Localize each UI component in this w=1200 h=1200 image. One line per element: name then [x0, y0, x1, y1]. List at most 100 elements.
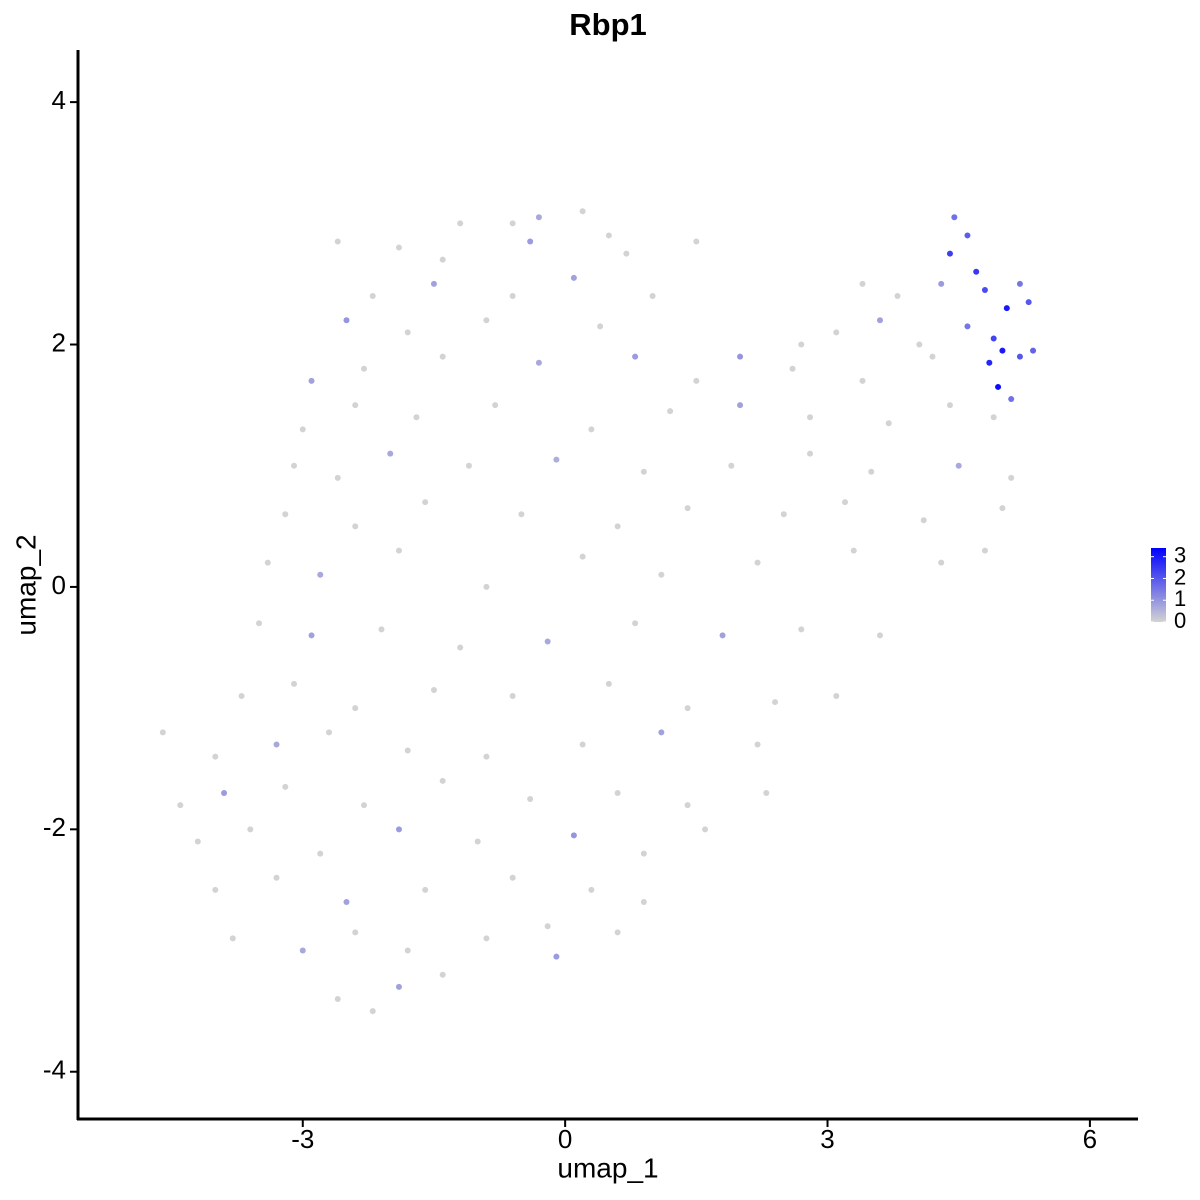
- point: [194, 838, 201, 845]
- point: [605, 680, 612, 687]
- point: [702, 826, 709, 833]
- point: [579, 553, 586, 560]
- point: [658, 571, 665, 578]
- point: [780, 511, 787, 518]
- point: [916, 341, 923, 348]
- point: [457, 644, 464, 651]
- point: [579, 741, 586, 748]
- point: [369, 293, 376, 300]
- point: [719, 632, 726, 639]
- point: [754, 559, 761, 566]
- point: [483, 753, 490, 760]
- point: [798, 341, 805, 348]
- point: [588, 886, 595, 893]
- point: [1025, 299, 1032, 306]
- point: [439, 256, 446, 263]
- point: [1003, 305, 1010, 312]
- point: [684, 505, 691, 512]
- colorbar-label: 2: [1174, 564, 1186, 589]
- point: [1016, 353, 1023, 360]
- point: [640, 850, 647, 857]
- point: [159, 729, 166, 736]
- point: [579, 208, 586, 215]
- point: [920, 517, 927, 524]
- point: [737, 353, 744, 360]
- point: [518, 511, 525, 518]
- point: [326, 729, 333, 736]
- point: [343, 317, 350, 324]
- point: [570, 832, 577, 839]
- point: [929, 353, 936, 360]
- point: [282, 511, 289, 518]
- point: [395, 983, 402, 990]
- point: [221, 789, 228, 796]
- point: [1008, 474, 1015, 481]
- point: [946, 250, 953, 257]
- point: [588, 426, 595, 433]
- point: [981, 547, 988, 554]
- point: [981, 286, 988, 293]
- x-tick-label: 0: [558, 1124, 572, 1154]
- point: [395, 547, 402, 554]
- point: [509, 293, 516, 300]
- y-tick-label: 0: [52, 570, 66, 600]
- point: [986, 359, 993, 366]
- point: [605, 232, 612, 239]
- point: [334, 474, 341, 481]
- point: [395, 244, 402, 251]
- point: [404, 747, 411, 754]
- x-tick-label: 3: [820, 1124, 834, 1154]
- point: [317, 850, 324, 857]
- point: [640, 468, 647, 475]
- point: [465, 462, 472, 469]
- point: [334, 996, 341, 1003]
- point: [360, 802, 367, 809]
- point: [509, 874, 516, 881]
- point: [430, 280, 437, 287]
- point: [509, 693, 516, 700]
- point: [404, 947, 411, 954]
- point: [570, 274, 577, 281]
- x-axis-title: umap_1: [557, 1152, 658, 1183]
- x-tick-label: 6: [1083, 1124, 1097, 1154]
- point: [535, 359, 542, 366]
- x-tick-label: -3: [291, 1124, 314, 1154]
- point: [282, 783, 289, 790]
- point: [973, 268, 980, 275]
- point: [693, 238, 700, 245]
- point: [1030, 347, 1037, 354]
- point: [955, 462, 962, 469]
- point: [684, 705, 691, 712]
- point: [544, 638, 551, 645]
- point: [999, 347, 1006, 354]
- point: [299, 947, 306, 954]
- point: [212, 753, 219, 760]
- point: [247, 826, 254, 833]
- point: [632, 620, 639, 627]
- point: [457, 220, 464, 227]
- point: [369, 1008, 376, 1015]
- point: [212, 886, 219, 893]
- point: [308, 377, 315, 384]
- point: [667, 408, 674, 415]
- point: [684, 802, 691, 809]
- point: [527, 238, 534, 245]
- point: [430, 686, 437, 693]
- point: [413, 414, 420, 421]
- chart-title: Rbp1: [569, 7, 647, 42]
- point: [876, 317, 883, 324]
- point: [964, 232, 971, 239]
- point: [273, 874, 280, 881]
- point: [492, 402, 499, 409]
- point: [859, 377, 866, 384]
- point: [649, 293, 656, 300]
- point: [894, 293, 901, 300]
- y-tick-label: -4: [43, 1055, 66, 1085]
- point: [483, 935, 490, 942]
- point: [352, 523, 359, 530]
- point: [273, 741, 280, 748]
- point: [597, 323, 604, 330]
- point: [990, 414, 997, 421]
- point: [378, 626, 385, 633]
